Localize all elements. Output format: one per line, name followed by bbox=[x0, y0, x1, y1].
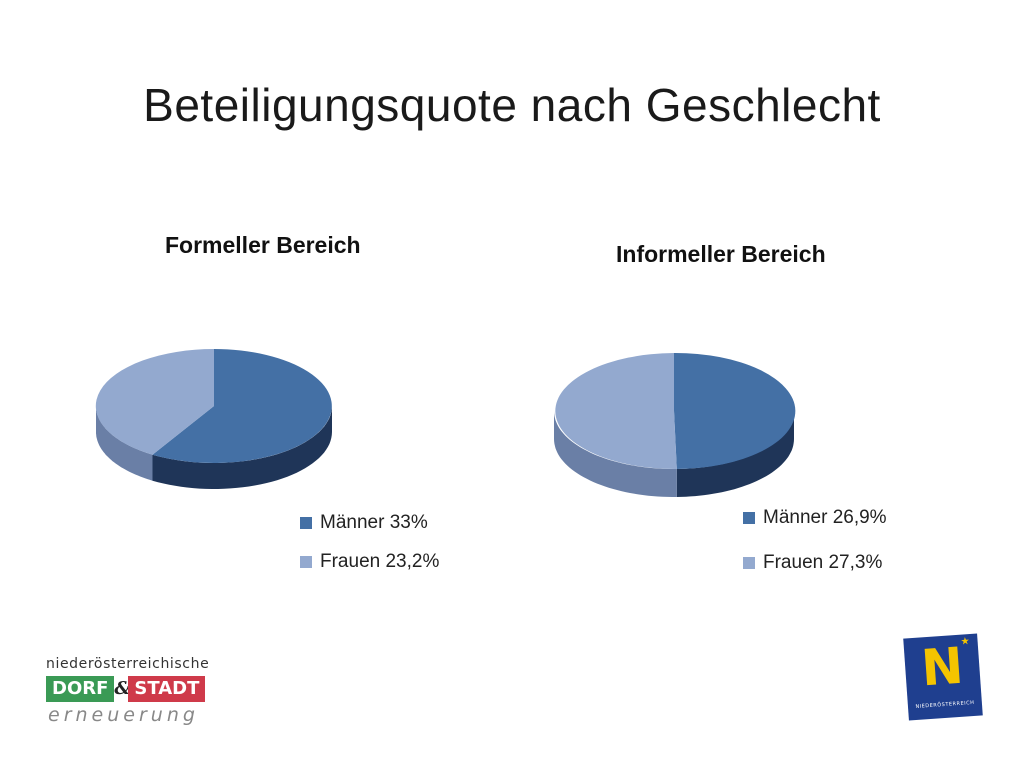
legend-item-frauen: Frauen 23,2% bbox=[300, 551, 439, 573]
legend-label-frauen: Frauen 27,3% bbox=[763, 552, 883, 573]
legend-swatch-maenner bbox=[743, 512, 755, 524]
legend-item-maenner: Männer 33% bbox=[300, 512, 428, 534]
chart-title-informeller: Informeller Bereich bbox=[616, 241, 826, 267]
pie-slice-maenner bbox=[152, 349, 332, 463]
logo-bottom-text: erneuerung bbox=[48, 704, 199, 726]
pie-slice-maenner-side bbox=[152, 406, 332, 489]
legend-swatch-maenner bbox=[300, 517, 312, 529]
legend-label-maenner: Männer 26,9% bbox=[763, 507, 887, 528]
pie-slice-maenner bbox=[674, 352, 796, 469]
logo-stadt: STADT bbox=[128, 676, 206, 702]
legend-swatch-frauen bbox=[300, 556, 312, 568]
pie-slice-frauen-side bbox=[554, 411, 677, 497]
legend-item-maenner: Männer 26,9% bbox=[743, 507, 887, 529]
logo-n-letter: N bbox=[919, 636, 966, 698]
legend-item-frauen: Frauen 27,3% bbox=[743, 552, 882, 574]
dorf-stadt-erneuerung-logo: niederösterreichische DORF & STADT erneu… bbox=[46, 656, 216, 726]
page-title: Beteiligungsquote nach Geschlecht bbox=[143, 79, 881, 131]
chart-title-formeller: Formeller Bereich bbox=[165, 232, 361, 258]
legend-label-frauen: Frauen 23,2% bbox=[320, 551, 440, 572]
niederoesterreich-logo: ★ N NIEDERÖSTERREICH bbox=[903, 633, 983, 721]
pie-slice-maenner-side bbox=[676, 411, 794, 497]
logo-dorf: DORF bbox=[46, 676, 115, 702]
logo-top-text: niederösterreichische bbox=[46, 656, 210, 672]
pie-slice-frauen-side bbox=[96, 406, 153, 481]
pie-slice-frauen bbox=[95, 348, 214, 455]
logo-band: DORF & STADT bbox=[46, 676, 206, 702]
logo-amp: & bbox=[114, 678, 131, 699]
legend-swatch-frauen bbox=[743, 557, 755, 569]
logo-noe-subtext: NIEDERÖSTERREICH bbox=[915, 699, 975, 710]
pie-slice-frauen bbox=[555, 353, 677, 470]
legend-formeller: Männer 33% Frauen 23,2% bbox=[300, 512, 520, 592]
legend-label-maenner: Männer 33% bbox=[320, 512, 428, 533]
legend-informeller: Männer 26,9% Frauen 27,3% bbox=[743, 507, 983, 587]
